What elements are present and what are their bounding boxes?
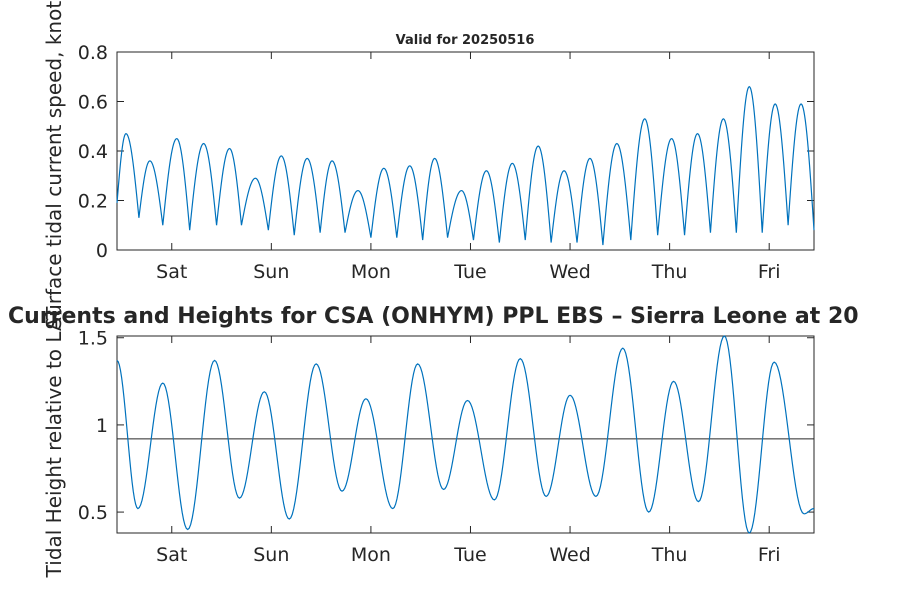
current-speed-y-tick-label: 0.8 — [78, 42, 108, 64]
current-speed-x-tick-label: Sun — [253, 261, 289, 283]
tidal-height-y-tick-label: 1.5 — [78, 328, 108, 350]
current-speed-x-tick-label: Thu — [651, 261, 688, 283]
current-speed-x-tick-label: Mon — [351, 261, 391, 283]
current-speed-series — [116, 85, 815, 246]
current-speed-line — [116, 85, 815, 246]
tidal-height-x-tick-label: Fri — [758, 544, 781, 566]
current-speed-x-axis: Sat Sun Mon Tue Wed Thu Fri — [156, 52, 781, 283]
tidal-height-x-tick-label: Wed — [549, 544, 590, 566]
tidal-height-x-tick-label: Tue — [453, 544, 486, 566]
current-speed-y-label: Surface tidal current speed, knots — [42, 0, 66, 330]
current-speed-plot-area — [116, 51, 815, 251]
current-speed-y-tick-label: 0.2 — [78, 191, 108, 213]
tidal-height-y-axis: 0.5 1 1.5 — [78, 328, 814, 524]
tidal-height-y-tick-label: 0.5 — [78, 502, 108, 524]
current-speed-y-tick-label: 0.4 — [78, 141, 108, 163]
tidal-height-series — [116, 335, 815, 534]
current-speed-plot: 0 0.2 0.4 0.6 0.8 Sat Sun Mon Tue Wed Thu Fri Vali… — [78, 33, 815, 283]
current-speed-x-tick-label: Tue — [453, 261, 486, 283]
tidal-height-y-label: Tidal Height relative to LAT — [42, 306, 66, 578]
tidal-height-line — [116, 335, 815, 534]
current-speed-x-tick-label: Fri — [758, 261, 781, 283]
current-speed-title: Valid for 20250516 — [396, 33, 535, 48]
tidal-height-x-tick-label: Mon — [351, 544, 391, 566]
current-speed-x-tick-label: Sat — [156, 261, 187, 283]
figure-main-title: Currents and Heights for CSA (ONHYM) PPL… — [8, 304, 859, 329]
tidal-height-x-axis: Sat Sun Mon Tue Wed Thu Fri — [156, 336, 781, 566]
current-speed-x-tick-label: Wed — [549, 261, 590, 283]
tidal-height-x-tick-label: Sun — [253, 544, 289, 566]
tidal-height-y-tick-label: 1 — [96, 415, 108, 437]
tidal-height-plot: 0.5 1 1.5 Sat Sun Mon Tue Wed Thu Fri — [78, 328, 815, 566]
tidal-height-x-tick-label: Sat — [156, 544, 187, 566]
tidal-height-x-tick-label: Thu — [651, 544, 688, 566]
current-speed-y-tick-label: 0.6 — [78, 92, 108, 114]
current-speed-y-axis: 0 0.2 0.4 0.6 0.8 — [78, 42, 814, 262]
tidal-height-plot-area — [116, 335, 815, 534]
current-speed-y-tick-label: 0 — [96, 240, 108, 262]
